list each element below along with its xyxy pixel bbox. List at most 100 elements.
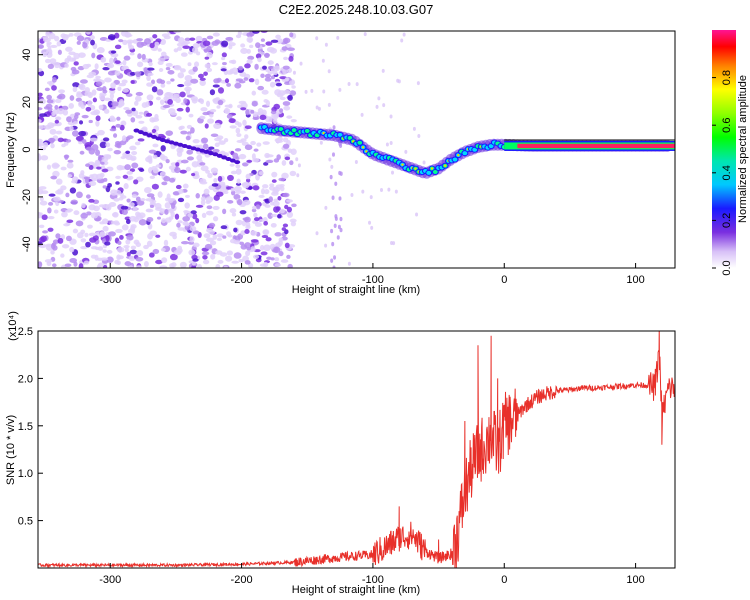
noise-cell	[200, 165, 209, 172]
noise-cell	[130, 80, 135, 84]
noise-cell	[38, 125, 44, 130]
noise-cell	[361, 189, 365, 194]
noise-cell	[104, 77, 112, 83]
noise-cell	[249, 44, 254, 49]
noise-cell	[187, 213, 194, 218]
noise-cell	[412, 126, 416, 131]
noise-cell	[92, 97, 98, 103]
noise-cell	[279, 208, 285, 214]
noise-cell	[216, 105, 221, 109]
noise-cell	[144, 38, 152, 45]
noise-cell	[110, 82, 116, 89]
noise-cell	[185, 106, 190, 113]
noise-cell	[266, 154, 274, 158]
noise-cell	[190, 210, 197, 215]
noise-cell	[185, 166, 191, 172]
noise-cell	[106, 249, 113, 254]
ridge-peak	[361, 146, 365, 149]
noise-cell	[191, 161, 199, 168]
noise-cell	[339, 216, 343, 222]
noise-cell	[417, 134, 421, 139]
noise-cell	[191, 173, 196, 177]
noise-cell	[291, 85, 296, 89]
noise-cell	[238, 100, 247, 105]
noise-cell	[116, 116, 121, 121]
noise-cell	[363, 32, 367, 37]
noise-cell	[347, 261, 351, 266]
noise-cell	[75, 220, 84, 227]
noise-cell	[176, 116, 182, 121]
noise-cell	[114, 70, 121, 76]
noise-cell	[60, 253, 65, 258]
noise-cell	[145, 101, 150, 108]
snr-y-label: SNR (10 * v/v)	[5, 415, 17, 485]
noise-cell	[99, 172, 105, 178]
noise-cell	[172, 234, 177, 240]
figure-title: C2E2.2025.248.10.03.G07	[279, 2, 434, 17]
noise-cell	[258, 218, 264, 223]
snr-y-ticks: 0.5 1.0 1.5 2.0 2.5	[18, 326, 43, 528]
noise-cell	[235, 219, 243, 226]
noise-cell	[327, 69, 331, 74]
noise-cell	[97, 154, 103, 162]
noise-cell	[152, 34, 158, 39]
noise-cell	[170, 202, 176, 210]
track-cell	[234, 160, 241, 165]
noise-cell	[159, 265, 168, 268]
noise-cell	[260, 188, 265, 195]
noise-cell	[47, 227, 54, 232]
noise-cell	[107, 100, 114, 108]
noise-cell	[50, 143, 55, 149]
noise-cell	[122, 39, 128, 46]
noise-cell	[120, 156, 126, 160]
snr-frame	[37, 330, 676, 569]
noise-cell	[123, 55, 131, 61]
noise-cell	[69, 125, 74, 132]
noise-cell	[216, 233, 224, 238]
noise-cell	[281, 172, 289, 179]
noise-cell	[368, 220, 372, 225]
noise-cell	[283, 105, 291, 111]
noise-cell	[182, 216, 190, 222]
noise-cell	[134, 141, 141, 146]
noise-cell	[138, 219, 147, 226]
noise-cell	[236, 178, 241, 184]
noise-cell	[163, 239, 169, 247]
noise-cell	[200, 116, 206, 120]
noise-cell	[272, 188, 279, 194]
spectrogram-y-ticks: -40 -20 0 20 40	[21, 49, 43, 252]
noise-cell	[50, 175, 58, 180]
noise-cell	[281, 46, 288, 51]
noise-cell	[151, 117, 160, 122]
noise-cell	[360, 112, 364, 117]
noise-cell	[125, 109, 133, 114]
noise-cell	[270, 213, 278, 218]
noise-cell	[103, 97, 112, 101]
noise-cell	[382, 103, 386, 108]
noise-cell	[80, 229, 86, 235]
noise-cell	[242, 217, 250, 221]
noise-cell	[230, 170, 238, 175]
noise-cell	[128, 255, 136, 261]
noise-cell	[159, 79, 166, 85]
noise-cell	[223, 107, 229, 114]
noise-cell	[51, 263, 57, 268]
noise-cell	[279, 96, 286, 101]
noise-cell	[84, 177, 90, 184]
noise-cell	[177, 220, 183, 224]
noise-cell	[147, 155, 153, 161]
track-cell	[225, 156, 232, 161]
noise-cell	[113, 150, 122, 155]
y-tick-label: 1.5	[18, 421, 33, 433]
y-tick-label: 40	[21, 49, 33, 61]
noise-cell	[43, 124, 52, 130]
noise-cell	[121, 224, 129, 231]
noise-cell	[222, 208, 227, 215]
noise-cell	[55, 178, 63, 185]
noise-cell	[315, 36, 319, 41]
noise-cell	[244, 260, 251, 265]
noise-cell	[257, 108, 264, 114]
noise-cell	[222, 62, 227, 66]
noise-cell	[85, 241, 91, 248]
